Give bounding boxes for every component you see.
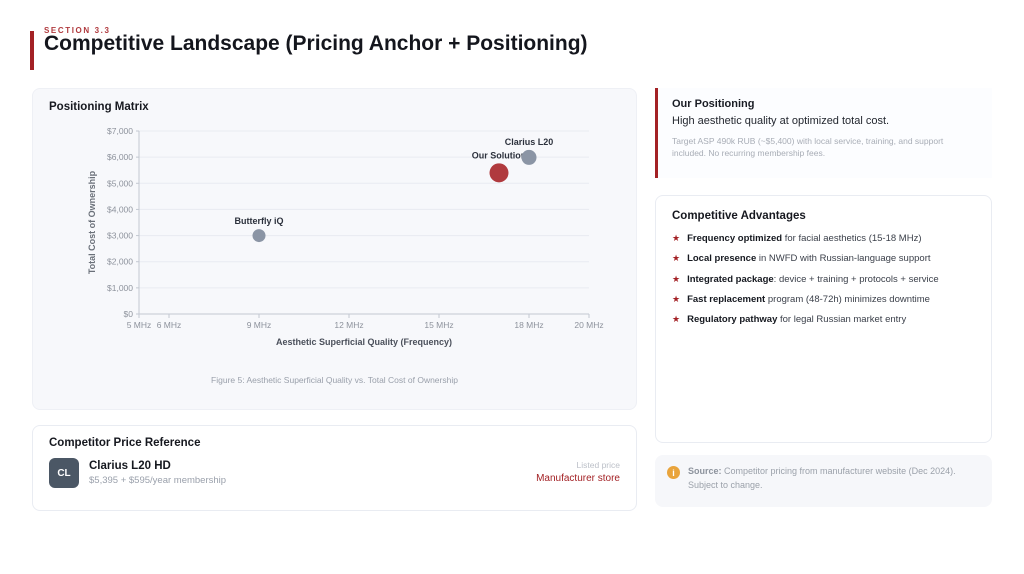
advantage-rest: : device + training + protocols + servic… [773,273,939,285]
listed-price-tag: Listed price [576,460,620,470]
info-icon: i [667,466,680,479]
x-tick-label: 18 MHz [514,320,543,330]
star-icon: ★ [672,233,681,243]
y-tick-label: $6,000 [107,152,133,162]
positioning-detail: Target ASP 490k RUB (~$5,400) with local… [672,135,944,159]
advantage-rest: program (48-72h) minimizes downtime [765,293,930,305]
competitor-avatar: CL [49,458,79,488]
scatter-point [489,163,509,183]
positioning-matrix-panel: Positioning Matrix $0 $1,000 $2,000 $3,000 $… [32,88,637,410]
advantages-title: Competitive Advantages [672,210,806,222]
star-icon: ★ [672,293,681,304]
section-label: SECTION 3.3 [44,26,111,35]
scatter-point-label: Clarius L20 [505,137,554,147]
advantage-text: Local presence in NWFD with Russian-lang… [687,253,930,264]
y-tick-label: $5,000 [107,178,133,188]
y-axis-label: Total Cost of Ownership [87,170,97,274]
star-icon: ★ [672,314,681,324]
scatter-point [252,229,266,243]
y-tick-label: $2,000 [107,257,133,267]
advantage-lead: Local presence [687,253,757,265]
competitor-info: Clarius L20 HD $5,395 + $595/year member… [89,460,532,486]
star-icon: ★ [672,273,681,284]
price-reference-row: CL Clarius L20 HD $5,395 + $595/year mem… [49,458,620,488]
advantage-text: Fast replacement program (48-72h) minimi… [687,294,930,305]
advantage-lead: Integrated package [687,273,774,285]
y-tick-label: $3,000 [107,231,133,241]
x-axis-label: Aesthetic Superficial Quality (Frequency… [276,337,452,347]
competitor-price-card: Competitor Price Reference CL Clarius L2… [32,425,637,511]
price-meta: Listed price Manufacturer store [532,460,620,486]
advantage-rest: for legal Russian market entry [777,314,907,325]
x-tick-label: 20 MHz [574,320,603,330]
positioning-title: Our Positioning [672,98,755,110]
y-tick-label: $0 [124,309,134,319]
x-tick-label: 9 MHz [247,320,272,330]
title-accent-bar [30,31,34,70]
advantage-text: Integrated package: device + training + … [687,274,939,285]
competitor-price: $5,395 + $595/year membership [89,475,227,486]
page-title: Competitive Landscape (Pricing Anchor + … [44,32,588,55]
x-tick-label: 6 MHz [157,320,182,330]
source-label: Source: [688,466,722,476]
positioning-scatter-chart: $0 $1,000 $2,000 $3,000 $4,000 $5,000 $6,000 $7… [87,126,604,347]
x-tick-label: 5 MHz [127,320,152,330]
advantage-item: ★ Integrated package: device + training … [672,274,975,285]
matrix-panel-title: Positioning Matrix [49,101,149,113]
manufacturer-store-link[interactable]: Manufacturer store [536,473,620,484]
x-tick-label: 12 MHz [334,320,363,330]
chart-area: $0 $1,000 $2,000 $3,000 $4,000 $5,000 $6,000 $7… [49,119,620,361]
advantage-item: ★ Frequency optimized for facial aesthet… [672,233,975,244]
source-text: Source: Competitor pricing from manufact… [688,465,980,492]
y-tick-label: $1,000 [107,283,133,293]
advantage-lead: Frequency optimized [687,233,783,244]
scatter-point-label: Our Solution [472,150,527,160]
source-body: Competitor pricing from manufacturer web… [688,466,956,490]
positioning-statement: High aesthetic quality at optimized tota… [672,115,890,127]
chart-caption: Figure 5: Aesthetic Superficial Quality … [211,375,458,385]
advantage-text: Regulatory pathway for legal Russian mar… [687,314,906,325]
star-icon: ★ [672,253,681,264]
scatter-point-label: Butterfly iQ [234,216,283,226]
y-tick-label: $7,000 [107,126,133,136]
advantage-item: ★ Local presence in NWFD with Russian-la… [672,253,975,264]
advantage-lead: Fast replacement [687,293,766,305]
x-tick-label: 15 MHz [424,320,453,330]
advantage-lead: Regulatory pathway [687,314,778,325]
advantage-item: ★ Fast replacement program (48-72h) mini… [672,294,975,305]
price-card-title: Competitor Price Reference [49,437,201,449]
y-tick-label: $4,000 [107,204,133,214]
competitor-name: Clarius L20 HD [89,460,171,472]
scatter-point [521,149,537,165]
our-positioning-card: Our Positioning High aesthetic quality a… [655,88,992,178]
advantage-rest: for facial aesthetics (15-18 MHz) [782,233,922,244]
advantage-item: ★ Regulatory pathway for legal Russian m… [672,314,975,325]
advantage-rest: in NWFD with Russian-language support [756,253,931,265]
competitive-advantages-card: Competitive Advantages ★ Frequency optim… [655,195,992,443]
advantage-text: Frequency optimized for facial aesthetic… [687,233,921,244]
source-note: i Source: Competitor pricing from manufa… [655,455,992,507]
